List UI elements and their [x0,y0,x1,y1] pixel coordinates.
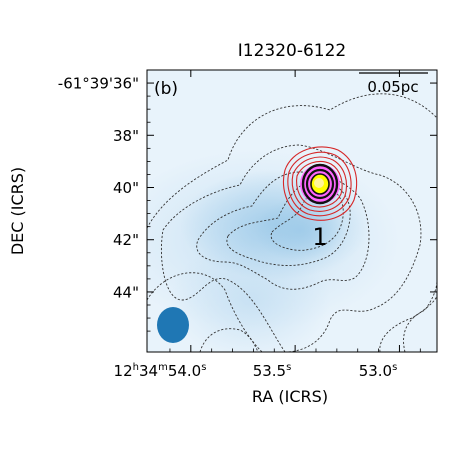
y-tick-label-1: 38" [113,127,139,145]
red-contours [283,146,358,221]
contour-level-1 [147,93,437,229]
black-contour-mid [305,168,335,200]
contour-south-east [199,328,259,352]
contour-level-5 [270,188,344,251]
y-axis: -61°39'36" 38" 40" 42" 44" DEC (ICRS) [8,69,437,332]
beam-ellipse [157,307,189,343]
y-tick-marks [147,69,437,332]
x-tick-marks [169,70,421,352]
red-contour-3 [291,156,348,212]
contour-level-1-east [147,272,263,352]
black-contour-inner [310,173,330,195]
y-tick-label-4: 44" [113,283,139,301]
contour-west-1 [403,279,437,352]
y-tick-label-2: 40" [113,179,139,197]
dashed-contours [147,93,437,352]
y-tick-label-3: 42" [113,231,139,249]
x-tick-label-0: 12h34m54.0s [114,362,207,380]
red-contour-4 [296,160,343,208]
plot-area: (b) 0.05pc 1 [146,69,438,353]
source-label-1: 1 [312,223,327,251]
core-peak-inner [314,178,324,188]
contour-level-2 [160,144,422,352]
plot-frame [146,69,438,353]
black-contours [301,163,339,205]
x-axis-label: RA (ICRS) [252,387,328,406]
x-tick-label-1: 53.5s [253,362,292,380]
chart-title: I12320-6122 [238,41,347,61]
scale-bar: 0.05pc [359,72,428,96]
x-axis: 12h34m54.0s 53.5s 53.0s RA (ICRS) [114,70,421,406]
x-tick-label-2: 53.0s [359,362,398,380]
red-contour-1 [283,146,358,221]
emission-map [147,93,437,352]
y-tick-labels: -61°39'36" 38" 40" 42" 44" [58,75,139,302]
contour-west-2 [379,294,437,352]
envelope-emission-core [255,198,345,262]
panel-tag: (b) [154,79,178,99]
black-contour-outer [301,163,339,205]
contour-level-3 [196,171,370,290]
red-contour-2 [287,151,352,217]
scale-bar-label: 0.05pc [367,78,418,96]
y-axis-label: DEC (ICRS) [8,167,27,255]
y-tick-label-0: -61°39'36" [58,75,139,93]
contour-level-4 [226,179,351,266]
